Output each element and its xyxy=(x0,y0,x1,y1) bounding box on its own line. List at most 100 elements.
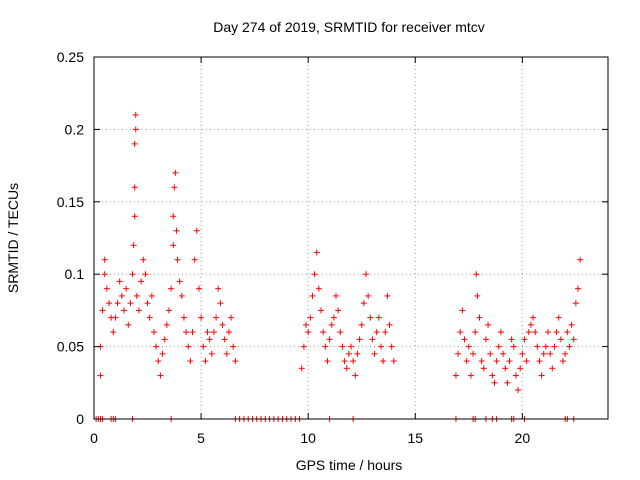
data-point xyxy=(367,314,374,321)
data-point xyxy=(176,278,183,285)
data-point xyxy=(352,372,359,379)
data-point xyxy=(534,343,541,350)
data-point xyxy=(140,256,147,263)
data-point xyxy=(566,343,573,350)
data-point xyxy=(305,329,312,336)
data-point xyxy=(335,307,342,314)
data-point xyxy=(333,292,340,299)
data-point xyxy=(144,300,151,307)
data-point xyxy=(125,321,132,328)
data-point xyxy=(508,336,515,343)
data-point xyxy=(105,300,112,307)
y-tick-label: 0.15 xyxy=(57,194,84,210)
data-point xyxy=(120,307,127,314)
data-point xyxy=(538,372,545,379)
data-point xyxy=(515,387,522,394)
x-tick-label: 15 xyxy=(407,430,423,446)
data-point xyxy=(228,314,235,321)
data-point xyxy=(343,365,350,372)
data-point xyxy=(547,350,554,357)
data-point xyxy=(476,314,483,321)
data-point xyxy=(97,372,104,379)
data-point xyxy=(180,314,187,321)
data-point xyxy=(542,343,549,350)
data-point xyxy=(356,336,363,343)
data-point xyxy=(555,314,562,321)
data-point xyxy=(191,256,198,263)
data-point xyxy=(170,213,177,220)
data-point xyxy=(482,336,489,343)
data-point xyxy=(210,329,217,336)
data-point xyxy=(362,271,369,278)
data-point xyxy=(572,300,579,307)
data-point xyxy=(570,336,577,343)
data-point xyxy=(168,285,175,292)
data-point xyxy=(487,350,494,357)
data-point xyxy=(298,365,305,372)
data-point xyxy=(512,372,519,379)
data-point xyxy=(551,343,558,350)
data-point xyxy=(130,242,137,249)
data-point xyxy=(540,350,547,357)
data-point xyxy=(470,350,477,357)
data-point xyxy=(459,307,466,314)
data-point xyxy=(315,285,322,292)
y-axis-title: SRMTID / TECUs xyxy=(5,183,21,293)
data-point xyxy=(195,285,202,292)
data-point xyxy=(221,336,228,343)
data-point xyxy=(114,300,121,307)
data-point xyxy=(568,321,575,328)
data-point xyxy=(358,321,365,328)
data-point xyxy=(232,358,239,365)
data-point xyxy=(373,329,380,336)
data-point xyxy=(365,292,372,299)
data-point xyxy=(129,271,136,278)
data-point xyxy=(545,329,552,336)
data-point xyxy=(318,307,325,314)
data-point xyxy=(300,343,307,350)
y-tick-label: 0.05 xyxy=(57,339,84,355)
data-point xyxy=(198,314,205,321)
data-point xyxy=(457,329,464,336)
data-point xyxy=(350,358,357,365)
data-point xyxy=(132,126,139,133)
data-point xyxy=(133,292,140,299)
data-point xyxy=(324,358,331,365)
data-point xyxy=(560,358,567,365)
data-point xyxy=(525,329,532,336)
data-point xyxy=(452,372,459,379)
data-point xyxy=(146,314,153,321)
data-point xyxy=(384,292,391,299)
data-point xyxy=(382,329,389,336)
data-point xyxy=(322,343,329,350)
data-point xyxy=(472,329,479,336)
data-point xyxy=(480,365,487,372)
data-point xyxy=(127,300,134,307)
data-point xyxy=(502,365,509,372)
data-point xyxy=(463,358,470,365)
data-point xyxy=(183,329,190,336)
data-point xyxy=(562,350,569,357)
data-point xyxy=(153,343,160,350)
data-point xyxy=(549,365,556,372)
data-point xyxy=(131,184,138,191)
data-point xyxy=(173,227,180,234)
data-point xyxy=(557,336,564,343)
data-point xyxy=(564,329,571,336)
data-point xyxy=(474,292,481,299)
data-point xyxy=(375,314,382,321)
data-point xyxy=(172,169,179,176)
data-point xyxy=(506,358,513,365)
data-point xyxy=(328,321,335,328)
data-point xyxy=(135,307,142,314)
data-point xyxy=(159,350,166,357)
data-point xyxy=(116,278,123,285)
data-point xyxy=(99,307,106,314)
data-point xyxy=(354,350,361,357)
data-point xyxy=(307,314,314,321)
data-point xyxy=(517,365,524,372)
data-point xyxy=(215,285,222,292)
data-point xyxy=(185,343,192,350)
data-point xyxy=(110,329,117,336)
data-point xyxy=(138,278,145,285)
